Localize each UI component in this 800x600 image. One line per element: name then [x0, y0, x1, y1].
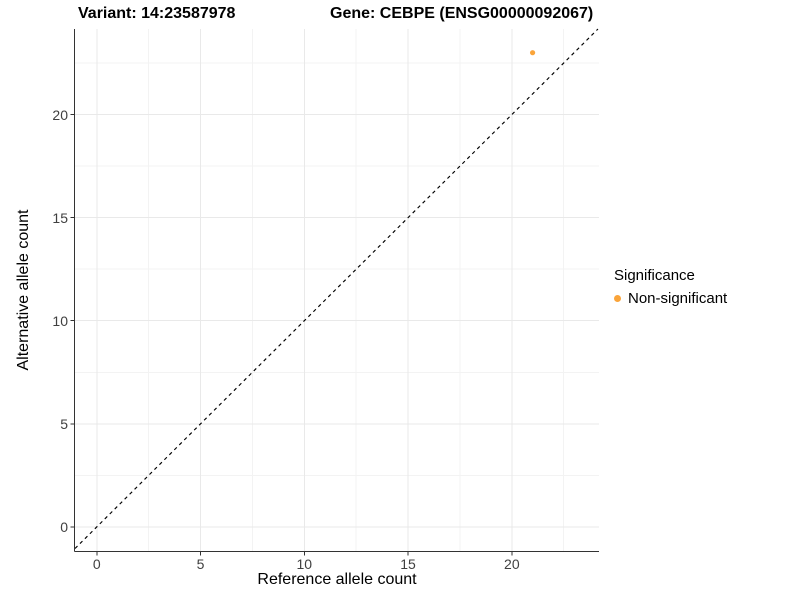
y-tick-label: 15 — [52, 209, 68, 226]
y-tick-label: 20 — [52, 106, 68, 123]
identity-dashed-line — [74, 28, 599, 549]
y-axis-title: Alternative allele count — [15, 209, 32, 371]
x-tick-label: 20 — [504, 556, 520, 572]
legend-item-label: Non-significant — [628, 290, 728, 307]
x-tick-label: 5 — [196, 556, 205, 572]
x-tick-label: 0 — [92, 556, 101, 572]
legend: Significance Non-significant — [614, 266, 794, 308]
y-tick-label: 0 — [60, 518, 68, 535]
legend-title: Significance — [614, 267, 695, 284]
plot-title-gene: Gene: CEBPE (ENSG00000092067) — [330, 5, 594, 22]
x-axis-title: Reference allele count — [257, 571, 417, 588]
x-tick-label: 15 — [400, 556, 416, 572]
legend-point-icon — [614, 295, 621, 302]
y-tick-label: 5 — [60, 415, 68, 432]
data-point — [529, 50, 536, 56]
y-tick-label: 10 — [52, 312, 68, 329]
legend-item-non-significant: Non-significant — [614, 289, 794, 308]
plot-title-variant: Variant: 14:23587978 — [78, 5, 236, 22]
x-tick-label: 10 — [296, 556, 313, 572]
